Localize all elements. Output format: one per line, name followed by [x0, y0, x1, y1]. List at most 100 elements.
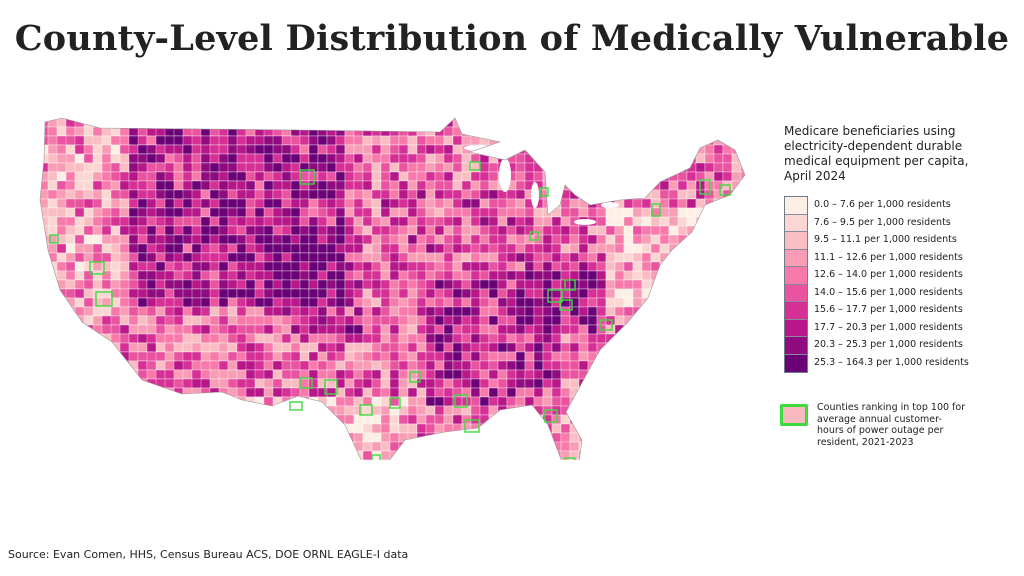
county-cell [425, 252, 436, 263]
county-cell [713, 118, 724, 119]
county-cell [344, 405, 355, 416]
county-cell [542, 252, 553, 263]
county-cell [659, 432, 670, 443]
county-cell [641, 423, 652, 434]
county-cell [569, 126, 580, 137]
county-cell [425, 342, 436, 353]
county-cell [579, 100, 588, 109]
county-cell [479, 387, 490, 398]
county-cell [173, 423, 187, 434]
county-cell [299, 216, 310, 227]
county-cell [335, 162, 346, 173]
county-cell [245, 405, 260, 416]
county-cell [506, 270, 517, 281]
county-cell [759, 289, 768, 298]
county-cell [164, 396, 175, 407]
county-cell [488, 234, 499, 245]
county-cell [308, 270, 319, 281]
county-cell [596, 118, 607, 119]
county-cell [362, 333, 373, 344]
county-cell [551, 279, 562, 290]
county-cell [281, 118, 294, 128]
county-cell [731, 189, 742, 200]
county-cell [551, 369, 562, 380]
county-cell [110, 387, 127, 398]
county-cell [659, 423, 670, 434]
county-cell [759, 334, 768, 343]
county-cell [146, 432, 162, 443]
county-cell [569, 144, 580, 155]
county-cell [660, 100, 669, 109]
county-cell [30, 217, 39, 226]
county-cell [750, 262, 759, 271]
county-cell [425, 324, 436, 335]
county-cell [65, 333, 78, 344]
county-cell [317, 118, 328, 128]
county-cell [227, 405, 241, 416]
county-cell [650, 351, 661, 362]
county-cell [632, 126, 643, 137]
county-cell [542, 162, 553, 173]
county-cell [309, 100, 318, 109]
county-cell [92, 450, 107, 460]
county-cell [533, 396, 544, 407]
county-cell [740, 126, 745, 137]
county-cell [326, 333, 337, 344]
county-cell [641, 171, 652, 182]
county-cell [560, 162, 571, 173]
county-cell [740, 189, 745, 200]
county-cell [245, 423, 258, 434]
legend-swatch [785, 232, 807, 250]
county-cell [606, 100, 615, 109]
county-cell [308, 432, 319, 443]
county-cell [704, 207, 715, 218]
county-cell [92, 351, 103, 362]
county-cell [362, 432, 373, 443]
county-cell [659, 441, 670, 452]
county-cell [677, 387, 688, 398]
county-cell [596, 369, 607, 380]
county-cell [524, 405, 535, 416]
county-cell [524, 288, 535, 299]
county-cell [362, 261, 373, 272]
county-cell [335, 243, 346, 254]
county-cell [533, 423, 544, 434]
county-cell [759, 379, 768, 388]
county-cell [497, 126, 508, 137]
county-cell [470, 261, 481, 272]
county-cell [434, 270, 445, 281]
county-cell [560, 369, 571, 380]
county-cell [371, 405, 382, 416]
county-cell [740, 441, 745, 452]
county-cell [434, 153, 445, 164]
county-cell [165, 100, 176, 109]
county-cell [353, 118, 364, 119]
county-cell [299, 324, 310, 335]
county-cell [137, 423, 148, 434]
lake [601, 202, 619, 208]
county-cell [416, 252, 427, 263]
county-cell [452, 342, 463, 353]
county-cell [345, 100, 354, 109]
county-cell [263, 118, 277, 128]
county-cell [452, 144, 463, 155]
county-cell [254, 414, 267, 425]
county-cell [434, 297, 445, 308]
county-cell [479, 252, 490, 263]
county-cell [416, 288, 427, 299]
county-cell [713, 162, 724, 173]
county-cell [371, 243, 382, 254]
county-cell [641, 126, 652, 137]
county-cell [641, 261, 652, 272]
county-cell [695, 369, 706, 380]
county-cell [605, 288, 616, 299]
county-cell [560, 234, 571, 245]
county-cell [704, 315, 715, 326]
county-cell [65, 351, 83, 362]
county-cell [407, 225, 418, 236]
county-cell [596, 252, 607, 263]
county-cell [533, 171, 544, 182]
county-cell [632, 252, 643, 263]
county-cell [353, 261, 364, 272]
county-cell [416, 135, 427, 146]
